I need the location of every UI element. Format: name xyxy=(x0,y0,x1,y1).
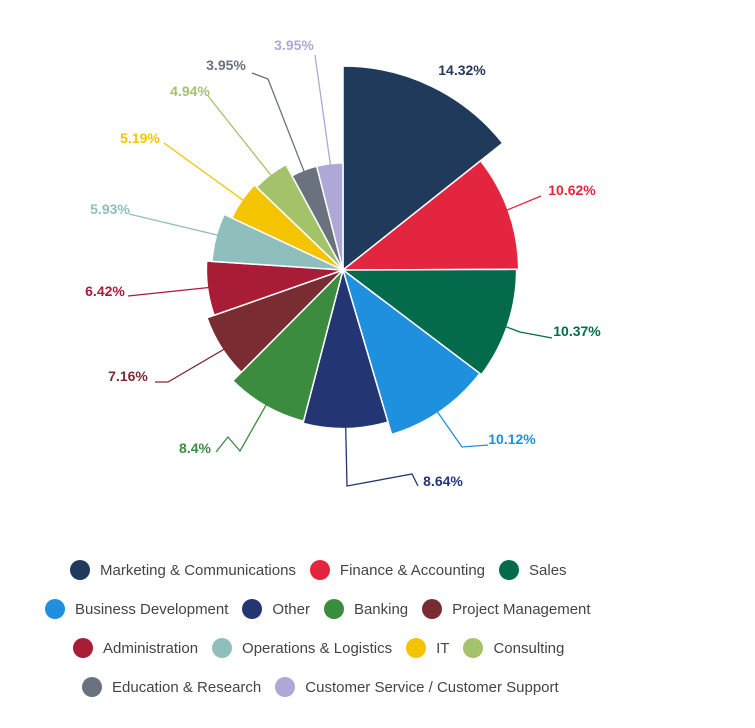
pie-slice xyxy=(342,65,504,272)
legend-swatch xyxy=(463,638,484,658)
legend-row: Business Development Other Banking Project … xyxy=(45,595,605,623)
legend-label: Consulting xyxy=(493,639,565,657)
data-label: 5.19% xyxy=(120,130,160,146)
pie-slice xyxy=(230,183,344,271)
legend-swatch xyxy=(309,560,330,580)
leader-line xyxy=(155,326,263,383)
data-label: 3.95% xyxy=(274,37,314,53)
data-label: 3.95% xyxy=(206,57,246,73)
legend-label: Business Development xyxy=(75,600,229,618)
legend-swatch xyxy=(212,638,233,658)
legend-swatch xyxy=(323,599,344,619)
legend-item: Customer Service / Customer Support xyxy=(275,677,559,697)
legend-swatch xyxy=(242,599,263,619)
legend-item: Business Development xyxy=(45,599,228,619)
leader-line xyxy=(481,317,553,339)
leader-line xyxy=(487,195,542,219)
legend-row: Administration Operations & Logistics IT Co… xyxy=(73,634,578,662)
pie-slice xyxy=(341,268,481,436)
legend-swatch xyxy=(73,638,93,658)
legend-item: Banking xyxy=(323,599,409,619)
legend-label: Other xyxy=(272,600,310,618)
legend-item: Project Management xyxy=(422,599,591,619)
legend-label: Administration xyxy=(103,639,199,657)
leader-line xyxy=(127,282,253,297)
data-label: 8.64% xyxy=(423,473,463,489)
legend-item: Finance & Accounting xyxy=(309,560,486,580)
legend-swatch xyxy=(422,599,443,619)
pie-slice xyxy=(205,269,344,374)
legend-item: Operations & Logistics xyxy=(212,638,392,658)
leader-line xyxy=(128,213,264,247)
data-label: 10.37% xyxy=(553,323,601,339)
legend-row: Marketing & Communications Finance & Acco… xyxy=(70,556,581,584)
legend-label: Education & Research xyxy=(112,678,262,696)
leader-line xyxy=(215,376,283,453)
legend-item: Consulting xyxy=(463,638,564,658)
leader-line xyxy=(163,142,288,233)
data-label: 10.12% xyxy=(488,431,536,447)
legend-item: Other xyxy=(242,599,310,619)
leader-line xyxy=(251,72,324,221)
legend-row: Education & Research Customer Service / C… xyxy=(82,673,573,701)
pie-slice xyxy=(205,260,344,317)
legend-label: Operations & Logistics xyxy=(242,639,393,657)
legend-label: Project Management xyxy=(452,600,591,618)
pie-slice xyxy=(340,268,518,376)
pie-slice xyxy=(340,159,520,271)
legend-item: IT xyxy=(406,638,449,658)
data-label: 14.32% xyxy=(438,62,486,78)
legend-label: Banking xyxy=(353,600,409,618)
legend-label: Customer Service / Customer Support xyxy=(305,678,559,696)
legend-label: Sales xyxy=(529,561,567,579)
leader-line xyxy=(314,54,339,220)
data-label: 6.42% xyxy=(85,283,125,299)
legend-label: IT xyxy=(436,639,450,657)
legend-item: Sales xyxy=(499,560,567,580)
legend-swatch xyxy=(275,677,296,697)
leader-line xyxy=(419,386,489,448)
legend-label: Marketing & Communications xyxy=(100,561,296,579)
leader-line xyxy=(344,394,419,487)
legend-label: Finance & Accounting xyxy=(339,561,486,579)
data-label: 4.94% xyxy=(170,83,210,99)
data-label: 7.16% xyxy=(108,368,148,384)
legend-swatch xyxy=(45,599,65,619)
legend-swatch xyxy=(70,560,90,580)
data-label: 8.4% xyxy=(179,440,211,456)
legend-swatch xyxy=(406,638,427,658)
legend-item: Marketing & Communications xyxy=(70,560,296,580)
leader-line xyxy=(207,95,309,223)
pie-slice xyxy=(211,213,344,271)
legend-item: Education & Research xyxy=(82,677,261,697)
pie-chart: 14.32% 10.62% 10.37% 10.12% 8.64% 8.4% 7.16% 6.… xyxy=(85,37,601,489)
data-label: 5.93% xyxy=(90,201,130,217)
data-label: 10.62% xyxy=(548,182,596,198)
legend-item: Administration xyxy=(73,638,198,658)
legend-swatch xyxy=(82,677,102,697)
legend-swatch xyxy=(499,560,520,580)
